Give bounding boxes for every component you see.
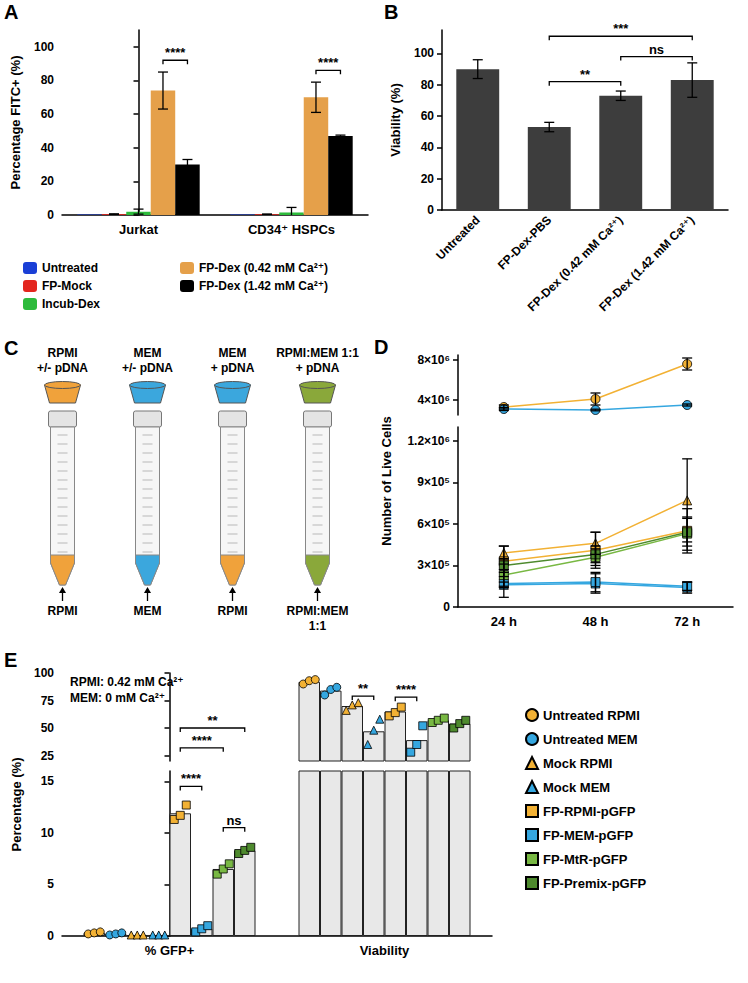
svg-text:15: 15 (41, 774, 55, 788)
svg-text:8×10⁶: 8×10⁶ (417, 353, 450, 367)
svg-text:FP-Dex (1.42 mM Ca²⁺): FP-Dex (1.42 mM Ca²⁺) (596, 213, 697, 314)
svg-text:MEM: MEM (219, 346, 247, 360)
svg-text:Viability (%): Viability (%) (388, 83, 403, 156)
svg-text:RPMI:MEM: RPMI:MEM (287, 604, 349, 618)
svg-text:**: ** (207, 713, 218, 728)
svg-text:A: A (4, 1, 18, 23)
svg-text:100: 100 (34, 666, 54, 680)
svg-text:FP-Mock: FP-Mock (42, 279, 92, 293)
svg-text:Percentage FITC+ (%): Percentage FITC+ (%) (8, 55, 23, 189)
svg-text:FP-MtR-pGFP: FP-MtR-pGFP (543, 852, 628, 867)
svg-text:MEM: 0 mM Ca²⁺: MEM: 0 mM Ca²⁺ (70, 691, 165, 705)
svg-text:**: ** (358, 681, 369, 696)
svg-text:75: 75 (41, 694, 55, 708)
svg-text:0: 0 (443, 600, 450, 614)
svg-text:Untreated: Untreated (42, 261, 98, 275)
svg-text:RPMI: RPMI (48, 346, 78, 360)
svg-text:RPMI: RPMI (48, 604, 78, 618)
svg-text:60: 60 (421, 109, 435, 123)
svg-text:FP-Dex (1.42 mM Ca²⁺): FP-Dex (1.42 mM Ca²⁺) (199, 279, 328, 293)
svg-text:40: 40 (421, 140, 435, 154)
svg-text:80: 80 (421, 78, 435, 92)
svg-text:0: 0 (427, 203, 434, 217)
svg-text:FP-Premix-pGFP: FP-Premix-pGFP (543, 876, 647, 891)
svg-text:40: 40 (41, 141, 55, 155)
svg-text:Mock RPMI: Mock RPMI (543, 756, 612, 771)
svg-text:4×10⁶: 4×10⁶ (417, 393, 450, 407)
svg-text:CD34⁺ HSPCs: CD34⁺ HSPCs (248, 222, 335, 237)
svg-text:FP-Dex (0.42 mM Ca²⁺): FP-Dex (0.42 mM Ca²⁺) (524, 213, 626, 315)
svg-text:50: 50 (41, 721, 55, 735)
svg-text:+ pDNA: + pDNA (211, 361, 255, 375)
svg-text:Incub-Dex: Incub-Dex (42, 297, 100, 311)
svg-text:5: 5 (47, 877, 54, 891)
svg-text:Number of Live Cells: Number of Live Cells (379, 416, 394, 545)
svg-text:% GFP+: % GFP+ (145, 943, 195, 958)
svg-text:****: **** (318, 55, 339, 70)
svg-text:****: **** (396, 682, 417, 697)
svg-text:MEM: MEM (134, 346, 162, 360)
svg-text:D: D (374, 336, 388, 358)
svg-text:6×10⁵: 6×10⁵ (417, 517, 450, 531)
svg-text:***: *** (613, 21, 629, 36)
svg-text:25: 25 (41, 749, 55, 763)
svg-text:Untreated: Untreated (433, 213, 482, 262)
svg-text:****: **** (165, 45, 186, 60)
svg-text:RPMI: RPMI (218, 604, 248, 618)
svg-text:**: ** (580, 67, 591, 82)
svg-text:B: B (384, 1, 398, 23)
svg-text:Jurkat: Jurkat (119, 222, 159, 237)
svg-text:Viability: Viability (360, 943, 410, 958)
svg-text:72 h: 72 h (674, 614, 700, 629)
svg-text:Untreated RPMI: Untreated RPMI (543, 708, 640, 723)
svg-text:****: **** (181, 771, 202, 786)
svg-text:3×10⁵: 3×10⁵ (417, 558, 450, 572)
svg-text:Mock MEM: Mock MEM (543, 780, 610, 795)
svg-text:C: C (4, 337, 18, 359)
svg-text:80: 80 (41, 73, 55, 87)
svg-text:RPMI:MEM 1:1: RPMI:MEM 1:1 (276, 346, 359, 360)
svg-text:0: 0 (47, 208, 54, 222)
svg-text:MEM: MEM (134, 604, 162, 618)
svg-text:60: 60 (41, 107, 55, 121)
svg-text:+ pDNA: + pDNA (296, 361, 340, 375)
svg-text:100: 100 (414, 46, 434, 60)
svg-text:FP-MEM-pGFP: FP-MEM-pGFP (543, 828, 634, 843)
svg-text:E: E (4, 649, 17, 671)
svg-text:Percentage (%): Percentage (%) (9, 758, 24, 852)
svg-text:FP-Dex-PBS: FP-Dex-PBS (495, 213, 554, 272)
svg-text:24 h: 24 h (491, 614, 517, 629)
svg-text:48 h: 48 h (582, 614, 608, 629)
svg-text:+/- pDNA: +/- pDNA (122, 361, 173, 375)
svg-text:****: **** (192, 733, 213, 748)
svg-text:20: 20 (41, 174, 55, 188)
svg-text:ns: ns (226, 813, 241, 828)
svg-text:Untreated MEM: Untreated MEM (543, 732, 638, 747)
svg-text:FP-Dex (0.42 mM Ca²⁺): FP-Dex (0.42 mM Ca²⁺) (199, 261, 328, 275)
svg-text:0: 0 (47, 929, 54, 943)
svg-text:ns: ns (649, 42, 664, 57)
svg-text:20: 20 (421, 172, 435, 186)
svg-text:9×10⁵: 9×10⁵ (417, 475, 450, 489)
svg-text:FP-RPMI-pGFP: FP-RPMI-pGFP (543, 804, 636, 819)
svg-text:100: 100 (34, 40, 54, 54)
svg-text:1.2×10⁶: 1.2×10⁶ (407, 434, 450, 448)
svg-text:RPMI: 0.42 mM Ca²⁺: RPMI: 0.42 mM Ca²⁺ (70, 675, 184, 689)
svg-text:+/- pDNA: +/- pDNA (37, 361, 88, 375)
svg-text:1:1: 1:1 (309, 619, 327, 633)
svg-text:10: 10 (41, 826, 55, 840)
